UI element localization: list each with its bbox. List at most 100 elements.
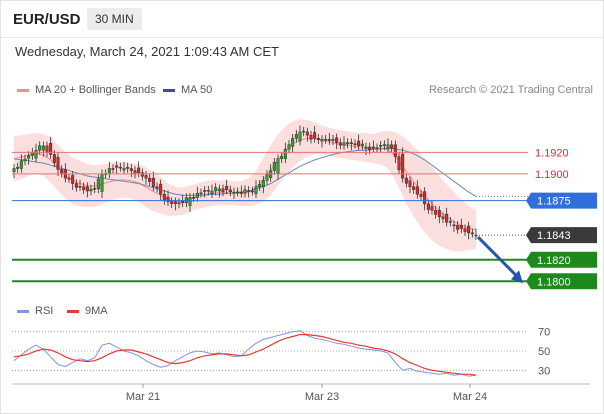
candle-body <box>225 185 229 191</box>
candle-body <box>437 210 441 217</box>
candle-body <box>34 149 38 159</box>
candle <box>371 140 375 153</box>
candle <box>441 212 445 223</box>
candle-body <box>342 142 346 146</box>
candle <box>254 180 258 198</box>
rsi-ma-line <box>13 334 477 376</box>
candle-body <box>397 156 401 170</box>
candle <box>415 180 419 199</box>
candle-body <box>280 156 284 159</box>
candle-body <box>49 143 53 155</box>
candle-body <box>309 134 313 140</box>
pivot-badge <box>526 192 597 209</box>
candle <box>452 220 456 232</box>
candle-body <box>463 228 467 232</box>
timeframe-button[interactable]: 30 MIN <box>87 8 142 30</box>
candle <box>129 164 133 178</box>
legend-rsi-ma-label: 9MA <box>85 305 108 317</box>
candle-body <box>23 158 27 162</box>
candle <box>225 179 229 195</box>
candle <box>430 200 434 215</box>
candle-body <box>137 167 141 173</box>
candle <box>280 152 284 164</box>
candle-body <box>390 144 394 149</box>
candle <box>155 182 159 193</box>
legend-ma50: MA 50 <box>163 84 212 96</box>
rsi-tick-label: 70 <box>538 327 550 339</box>
candle-body <box>401 153 405 179</box>
candle <box>298 125 302 146</box>
candle <box>137 161 141 178</box>
candle-body <box>305 131 309 136</box>
candle-body <box>320 139 324 142</box>
candle <box>305 127 309 142</box>
legend-rsi: RSI <box>17 305 53 317</box>
candle-body <box>89 188 93 192</box>
candle <box>364 142 368 156</box>
candle <box>327 133 331 145</box>
candle-body <box>291 138 295 147</box>
candle-body <box>221 188 225 193</box>
candle-body <box>368 146 372 151</box>
candle-body <box>19 160 23 169</box>
candle-body <box>250 190 254 193</box>
candle <box>375 143 379 153</box>
candle-body <box>247 190 251 192</box>
candle-body <box>423 191 427 205</box>
candle <box>470 228 474 238</box>
candle-body <box>56 156 60 170</box>
candle <box>210 184 214 198</box>
candle-body <box>118 166 122 169</box>
candle <box>467 221 471 240</box>
candle-body <box>228 189 232 193</box>
candle-body <box>415 186 419 195</box>
candle <box>96 174 100 194</box>
candle-body <box>441 216 445 219</box>
candle <box>111 164 115 174</box>
candle <box>49 136 53 159</box>
candle-body <box>287 144 291 150</box>
candle <box>316 134 320 145</box>
candle-body <box>188 197 192 206</box>
candle-body <box>115 165 119 168</box>
candle <box>159 179 163 201</box>
candle-body <box>159 183 163 195</box>
candle-body <box>74 183 78 188</box>
candle <box>52 150 56 168</box>
candle-body <box>412 186 416 190</box>
candle <box>445 207 449 227</box>
candle <box>423 187 427 211</box>
candle-body <box>467 225 471 234</box>
candle-body <box>85 186 89 192</box>
candle <box>41 141 45 157</box>
candle <box>122 162 126 175</box>
candle-body <box>386 144 390 149</box>
candle-body <box>239 191 243 194</box>
candle <box>434 206 438 219</box>
candle <box>335 133 339 150</box>
candle-body <box>41 145 45 151</box>
candle-body <box>448 221 452 223</box>
candle <box>23 154 27 166</box>
candle <box>393 140 397 164</box>
candle-body <box>357 140 361 147</box>
candle <box>118 162 122 172</box>
candle <box>34 143 38 163</box>
candle-body <box>298 131 302 142</box>
candle-body <box>199 192 203 195</box>
candle-body <box>129 168 133 171</box>
rsi-line <box>13 330 477 377</box>
candle <box>382 140 386 151</box>
candle <box>177 198 181 209</box>
candle <box>408 176 412 194</box>
candle-body <box>232 191 236 194</box>
candle <box>419 189 423 201</box>
candle <box>243 185 247 198</box>
candle-body <box>404 177 408 184</box>
rsi-ma-swatch <box>67 309 79 313</box>
candle <box>93 181 97 194</box>
candle-body <box>177 202 181 205</box>
candle-body <box>371 146 375 149</box>
candle-body <box>313 132 317 139</box>
